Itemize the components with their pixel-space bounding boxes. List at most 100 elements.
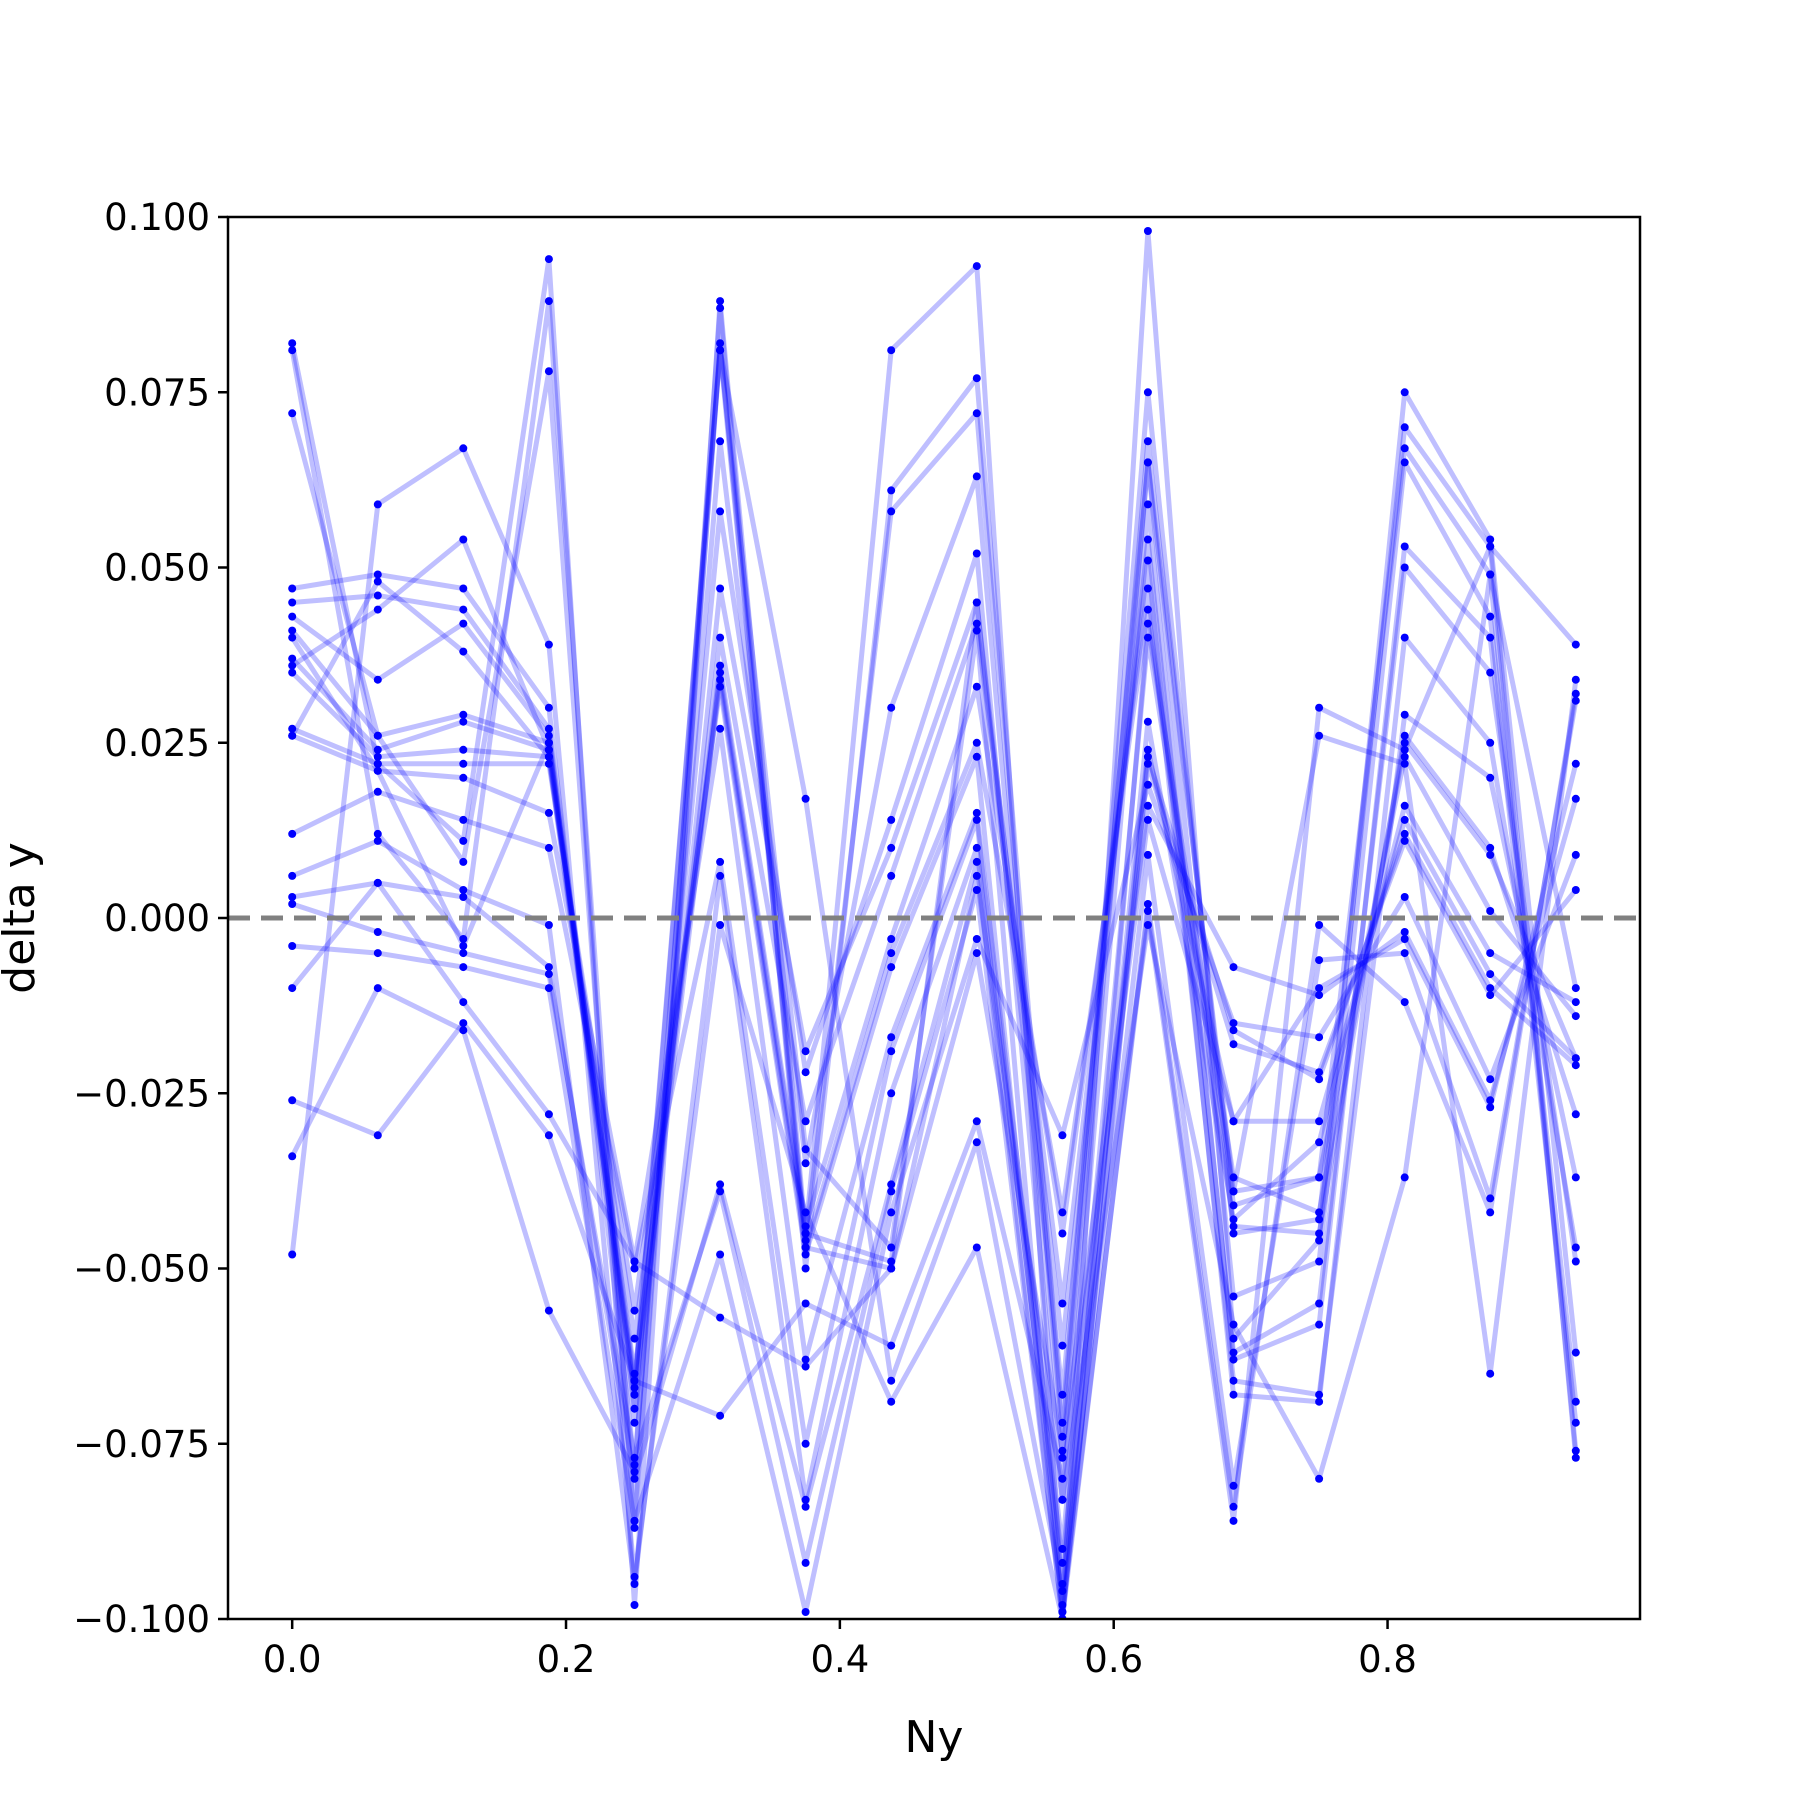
data-point (1571, 794, 1580, 803)
data-point (716, 682, 725, 691)
data-point (801, 794, 810, 803)
data-point (1571, 1110, 1580, 1119)
y-tick-label: −0.075 (73, 1423, 210, 1466)
data-point (1486, 633, 1495, 642)
data-point (373, 745, 382, 754)
data-point (1143, 745, 1152, 754)
data-point (1571, 689, 1580, 698)
data-point (1400, 458, 1409, 467)
series-8 (288, 584, 1580, 1399)
data-point (1315, 991, 1324, 1000)
data-point (630, 1516, 639, 1525)
data-point (1400, 738, 1409, 747)
data-point (630, 1257, 639, 1266)
data-point (887, 1187, 896, 1196)
data-point (1400, 893, 1409, 901)
data-point (716, 584, 725, 593)
data-point (373, 1131, 382, 1140)
data-point (459, 647, 468, 656)
data-point (887, 963, 896, 972)
data-point (1571, 998, 1580, 1007)
data-point (288, 731, 297, 740)
series-line (291, 501, 1579, 1503)
data-point (1486, 949, 1495, 958)
data-point (630, 1572, 639, 1581)
data-point (1571, 1054, 1580, 1063)
data-point (716, 437, 725, 446)
data-point (1400, 633, 1409, 642)
data-point (1571, 1397, 1580, 1406)
data-point (1229, 1348, 1238, 1357)
data-point (1571, 886, 1580, 894)
series-line (290, 586, 1579, 1398)
data-point (887, 703, 896, 712)
data-point (630, 1383, 639, 1392)
data-point (1571, 759, 1580, 768)
data-point (630, 1580, 639, 1588)
data-point (716, 724, 725, 733)
data-point (716, 507, 725, 516)
data-point (1315, 1229, 1324, 1238)
series-line (290, 798, 1579, 1454)
data-point (1143, 227, 1152, 235)
data-point (544, 640, 553, 649)
data-point (1400, 444, 1409, 453)
data-point (1315, 1299, 1324, 1308)
data-point (288, 724, 297, 733)
data-point (288, 984, 297, 993)
data-point (1486, 907, 1495, 915)
series-18 (288, 759, 1580, 1483)
data-point (1486, 738, 1495, 747)
data-point (887, 815, 896, 824)
series-line (290, 347, 1578, 1615)
data-point (887, 935, 896, 943)
data-point (1058, 1601, 1067, 1609)
data-point (1143, 907, 1152, 915)
data-point (716, 675, 725, 684)
data-point (544, 703, 553, 712)
series-line (290, 537, 1579, 1426)
data-point (801, 1208, 810, 1217)
data-point (1143, 619, 1152, 628)
y-tick-label: −0.100 (73, 1598, 210, 1641)
data-point (1229, 1173, 1238, 1182)
data-point (373, 605, 382, 614)
data-point (630, 1376, 639, 1385)
y-tick-label: 0.000 (104, 897, 210, 940)
data-point (1058, 1299, 1067, 1308)
y-tick-label: −0.050 (73, 1248, 210, 1291)
data-point (972, 682, 981, 691)
data-point (972, 262, 981, 271)
series-16 (288, 780, 1580, 1616)
data-point (630, 1390, 639, 1399)
data-point (1229, 1040, 1238, 1049)
data-point (1400, 1173, 1409, 1182)
series-line (289, 445, 1579, 1619)
data-point (1400, 731, 1409, 740)
data-point (1400, 745, 1409, 754)
data-point (1143, 584, 1152, 593)
data-point (801, 1159, 810, 1168)
data-point (459, 745, 468, 754)
data-point (544, 843, 553, 852)
data-point (972, 949, 981, 958)
data-point (1315, 1397, 1324, 1406)
data-point (373, 577, 382, 586)
data-point (459, 773, 468, 782)
tick-layer: 0.0 0.2 0.4 0.6 0.8 0.100 0.075 0.050 0.025 0.000… (73, 196, 1417, 1681)
data-point (459, 886, 468, 894)
data-point (1400, 829, 1409, 838)
data-point (1486, 991, 1495, 1000)
data-point (716, 1411, 725, 1420)
data-point (373, 836, 382, 845)
series-line (290, 558, 1579, 1405)
data-point (716, 1313, 725, 1322)
data-point (630, 1404, 639, 1413)
series-9 (288, 605, 1580, 1343)
data-point (801, 1355, 810, 1364)
data-point (1486, 984, 1495, 993)
data-point (1400, 388, 1409, 397)
series-line (290, 607, 1579, 1342)
series-layer (288, 227, 1580, 1619)
